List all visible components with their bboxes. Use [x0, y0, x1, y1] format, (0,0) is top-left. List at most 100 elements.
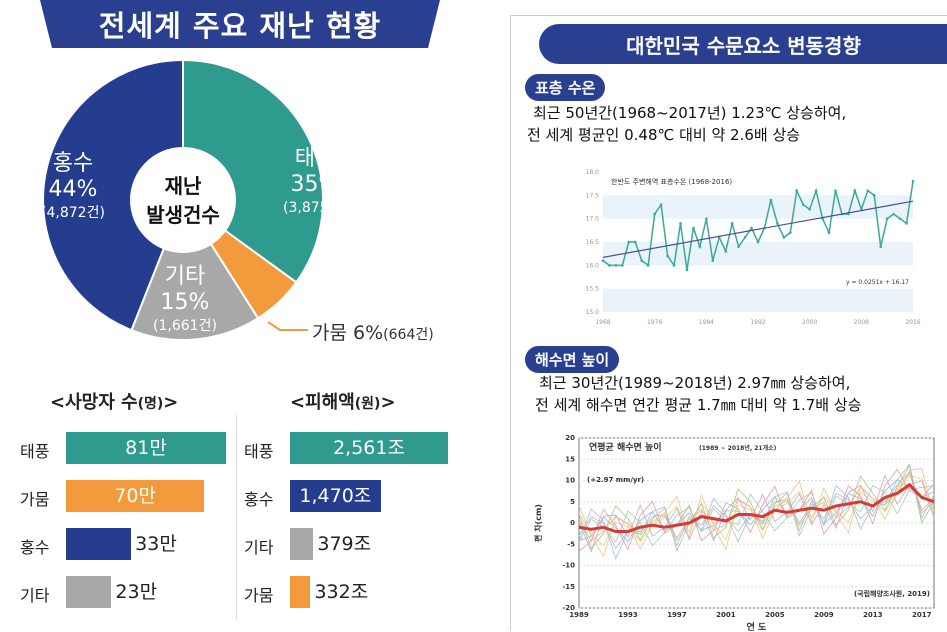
sst-y-tick: 17.0	[586, 216, 600, 223]
bar-label: 기타	[20, 586, 50, 605]
sst-point	[614, 264, 618, 267]
right-title-banner	[539, 24, 947, 64]
sst-point	[872, 194, 876, 197]
sst-point	[640, 259, 644, 262]
page-title: 전세계 주요 재난 현황	[98, 9, 382, 43]
bar	[290, 528, 314, 560]
sst-point	[885, 217, 889, 220]
sst-x-tick: 1984	[699, 319, 714, 326]
sst-point	[776, 222, 779, 225]
sst-point	[892, 212, 895, 216]
deaths-unit: (명)	[137, 396, 164, 412]
pie-name: 기타	[164, 264, 206, 289]
sst-desc-1: 최근 50년간(1968~2017년) 1.23℃ 상승하여,	[533, 104, 847, 122]
pie-count: (4,872건)	[41, 205, 105, 221]
hydrology-panel: 대한민국 수문요소 변동경향 표층 수온 최근 50년간(1968~2017년)…	[510, 15, 947, 632]
sst-point	[911, 180, 915, 183]
sea-y-label: 편 차(cm)	[533, 504, 543, 542]
sst-y-tick: 15.5	[586, 286, 600, 293]
damage-unit: (원)	[354, 396, 381, 412]
sst-y-tick: 16.0	[586, 262, 600, 269]
pie-hole	[130, 147, 236, 253]
pie-label-other: 기타 15% (1,661건)	[140, 258, 230, 335]
bar-value: 33만	[135, 533, 177, 555]
right-title: 대한민국 수문요소 변동경향	[626, 34, 861, 58]
bar	[66, 528, 132, 560]
sst-point	[679, 222, 682, 225]
pie-label-typhoon: 태풍 35% (3,875건)	[270, 140, 360, 217]
sst-point	[782, 236, 786, 239]
sst-pill: 표층 수온	[525, 74, 606, 101]
sst-point	[659, 203, 663, 206]
pie-count: (3,875건)	[283, 200, 347, 216]
sst-point	[633, 240, 637, 244]
divider	[236, 415, 237, 620]
bar-label: 홍수	[20, 538, 50, 557]
pie-name: 가뭄	[312, 322, 347, 344]
sea-station-line	[578, 468, 935, 558]
sea-level-pill: 해수면 높이	[525, 346, 620, 373]
title-banner	[40, 0, 440, 48]
sea-inner-sub: (1989 ~ 2018년, 21개소)	[699, 444, 777, 452]
bar-value: 2,561조	[333, 437, 405, 459]
bar-value: 379조	[317, 533, 372, 555]
sea-inner-title: 연평균 해수면 높이	[589, 441, 662, 453]
sea-x-label: 연 도	[747, 622, 767, 632]
pie-slice	[130, 197, 260, 341]
sst-point	[627, 240, 631, 244]
sst-desc-2: 전 세계 평균인 0.48℃ 대비 약 2.6배 상승	[527, 126, 801, 144]
sst-point	[608, 264, 611, 267]
sst-equation: y = 0.0251x + 16.17	[846, 279, 909, 286]
sea-rate: (+2.97 mm/yr)	[587, 476, 644, 484]
bar-value: 70만	[114, 485, 156, 507]
sea-y-tick: -5	[567, 540, 575, 548]
pie-center-line2: 발생건수	[146, 203, 220, 227]
sea-y-tick: 10	[565, 477, 575, 485]
sst-point	[711, 259, 715, 262]
sst-point	[866, 189, 870, 192]
sst-y-tick: 15.0	[586, 309, 600, 316]
sst-point	[834, 189, 837, 192]
sst-point	[646, 264, 650, 267]
sst-point	[743, 236, 747, 239]
sst-trend-line	[602, 200, 914, 258]
sst-point	[879, 245, 883, 248]
sst-x-tick: 2008	[854, 319, 869, 326]
pie-pct: 15%	[160, 290, 210, 315]
pie-name: 홍수	[52, 151, 94, 176]
sea-level-line-chart: -20 -15 -10 -5 0 5 10 15 20 1989 1993 1997 2001 2005 2…	[533, 434, 935, 632]
sst-point	[601, 259, 605, 262]
sst-point	[750, 226, 753, 230]
sea-x-tick: 2009	[814, 611, 834, 619]
sst-point	[814, 189, 818, 192]
sst-point	[685, 268, 689, 272]
pie-slice	[182, 60, 324, 284]
bar-label: 가뭄	[20, 490, 50, 509]
bar-label: 기타	[244, 538, 274, 557]
damage-heading-text: <피해액	[290, 392, 355, 413]
sst-x-tick: 1976	[647, 319, 662, 326]
sea-x-tick: 2013	[863, 611, 883, 619]
sea-y-tick: 0	[570, 519, 575, 527]
pie-slice	[42, 60, 184, 332]
sst-y-tick: 17.5	[586, 192, 600, 199]
sea-y-tick: 20	[565, 434, 575, 442]
bar-label: 태풍	[244, 442, 274, 461]
sst-y-tick: 16.5	[586, 239, 600, 246]
sea-source: (국립해양조사원, 2019)	[854, 589, 930, 598]
pie-pct: 6%	[353, 322, 384, 344]
damage-heading: <피해액(원)>	[290, 388, 396, 414]
sst-point	[621, 264, 624, 267]
bar-value: 1,470조	[299, 485, 372, 507]
sea-x-tick: 2005	[765, 611, 785, 619]
sst-point	[666, 254, 669, 258]
sea-x-tick: 2001	[716, 611, 736, 619]
sea-y-tick: 5	[570, 498, 575, 506]
pie-count: (1,661건)	[153, 318, 217, 334]
sst-point	[795, 189, 799, 192]
sea-y-tick: -15	[562, 583, 575, 591]
sea-y-tick: 15	[565, 455, 575, 463]
sea-x-tick: 1993	[618, 611, 638, 619]
bar	[66, 576, 112, 608]
sea-x-tick: 2017	[912, 611, 932, 619]
